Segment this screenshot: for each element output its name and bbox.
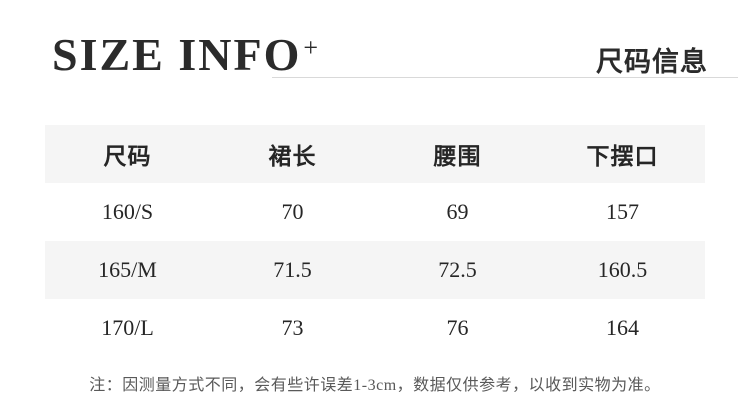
- size-table-header: 尺码 裙长 腰围 下摆口: [45, 125, 705, 183]
- title-en-text: SIZE INFO: [52, 29, 302, 80]
- cell-hem: 160.5: [597, 257, 648, 282]
- header-underline: [272, 77, 738, 78]
- cell-size: 170/L: [101, 315, 154, 340]
- cell-waist: 69: [446, 199, 469, 224]
- page-title-en: SIZE INFO+: [52, 29, 319, 81]
- cell-skirt-length: 70: [281, 199, 304, 224]
- title-plus-mark: +: [303, 33, 319, 62]
- header-row: 尺码 裙长 腰围 下摆口: [45, 125, 705, 183]
- cell-waist: 72.5: [438, 257, 477, 282]
- size-table-body: 160/S 70 69 157 165/M 71.5 72.5 160.5 17…: [45, 183, 705, 357]
- column-header-size: 尺码: [103, 144, 152, 169]
- size-table: 尺码 裙长 腰围 下摆口 160/S 70 69 157 165/M 71.5 …: [45, 125, 705, 357]
- column-header-skirt-length: 裙长: [268, 144, 317, 169]
- cell-waist: 76: [446, 315, 469, 340]
- cell-size: 160/S: [101, 199, 154, 224]
- measurement-note: 注：因测量方式不同，会有些许误差1-3cm，数据仅供参考，以收到实物为准。: [89, 377, 661, 394]
- table-row: 170/L 73 76 164: [45, 299, 705, 357]
- cell-hem: 157: [606, 199, 639, 224]
- cell-skirt-length: 73: [281, 315, 304, 340]
- table-row: 160/S 70 69 157: [45, 183, 705, 241]
- cell-hem: 164: [606, 315, 639, 340]
- table-row: 165/M 71.5 72.5 160.5: [45, 241, 705, 299]
- page-title-cn: 尺码信息: [596, 47, 708, 77]
- column-header-waist: 腰围: [433, 144, 482, 169]
- column-header-hem: 下摆口: [586, 144, 659, 169]
- cell-size: 165/M: [98, 257, 157, 282]
- cell-skirt-length: 71.5: [273, 257, 312, 282]
